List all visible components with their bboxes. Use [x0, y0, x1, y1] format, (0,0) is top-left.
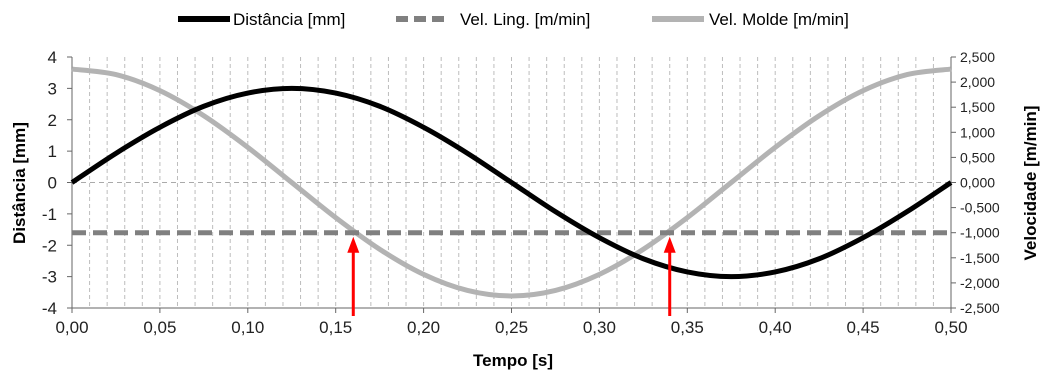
- y-left-tick-labels: 4 3 2 1 0 -1 -2 -3 -4: [42, 48, 57, 318]
- y-right-tick-label: 1,000: [960, 124, 995, 140]
- x-tick-label: 0,30: [583, 318, 616, 337]
- x-axis-title: Tempo [s]: [473, 351, 553, 370]
- y-left-tick-label: -3: [42, 268, 57, 287]
- series-vel-molde: [71, 66, 952, 299]
- legend: Distância [mm] Vel. Ling. [m/min] Vel. M…: [178, 10, 849, 29]
- x-tick-label: 0,15: [319, 318, 352, 337]
- y-left-tick-label: 1: [48, 142, 57, 161]
- annotation-arrows: [347, 236, 676, 316]
- y-left-tick-label: 2: [48, 111, 57, 130]
- arrow-head-2: [663, 236, 676, 253]
- x-tick-label: 0,45: [847, 318, 880, 337]
- y-right-tick-label: -0,500: [960, 200, 1000, 216]
- arrow-head-1: [347, 236, 360, 253]
- y-left-tick-label: 0: [48, 174, 57, 193]
- x-tick-label: 0,00: [55, 318, 88, 337]
- x-tick-label: 0,05: [143, 318, 176, 337]
- series-group: [70, 66, 953, 299]
- y-left-tick-label: -4: [42, 299, 57, 318]
- y-right-tick-label: -1,000: [960, 225, 1000, 241]
- legend-label-vel-ling: Vel. Ling. [m/min]: [460, 10, 590, 29]
- y-right-tick-label: 2,500: [960, 49, 995, 65]
- y-right-tick-label: -1,500: [960, 250, 1000, 266]
- x-tick-label: 0,35: [671, 318, 704, 337]
- x-tick-label: 0,50: [934, 318, 967, 337]
- y-left-tick-label: -2: [42, 236, 57, 255]
- x-tick-label: 0,40: [759, 318, 792, 337]
- y-right-tick-labels: 2,500 2,000 1,500 1,000 0,500 0,000 -0,500 -1,0…: [960, 49, 1000, 316]
- legend-label-vel-molde: Vel. Molde [m/min]: [709, 10, 849, 29]
- y-left-tick-label: 4: [48, 48, 57, 67]
- y-right-tick-label: 1,500: [960, 99, 995, 115]
- series-distancia: [70, 85, 953, 280]
- y-right-tick-label: -2,500: [960, 300, 1000, 316]
- x-tick-label: 0,10: [231, 318, 264, 337]
- y-right-tick-label: -2,000: [960, 275, 1000, 291]
- y-right-tick-label: 0,000: [960, 175, 995, 191]
- y-right-axis-title: Velocidade [m/min]: [1021, 106, 1040, 261]
- y-left-axis-title: Distância [mm]: [10, 122, 29, 244]
- x-tick-label: 0,20: [407, 318, 440, 337]
- x-tick-labels: 0,00 0,05 0,10 0,15 0,20 0,25 0,30 0,35 0,40 0,45…: [55, 318, 967, 337]
- y-left-tick-label: 3: [48, 79, 57, 98]
- y-right-tick-label: 0,500: [960, 149, 995, 165]
- x-tick-label: 0,25: [495, 318, 528, 337]
- y-right-tick-label: 2,000: [960, 74, 995, 90]
- legend-label-distancia: Distância [mm]: [233, 10, 345, 29]
- y-left-tick-label: -1: [42, 205, 57, 224]
